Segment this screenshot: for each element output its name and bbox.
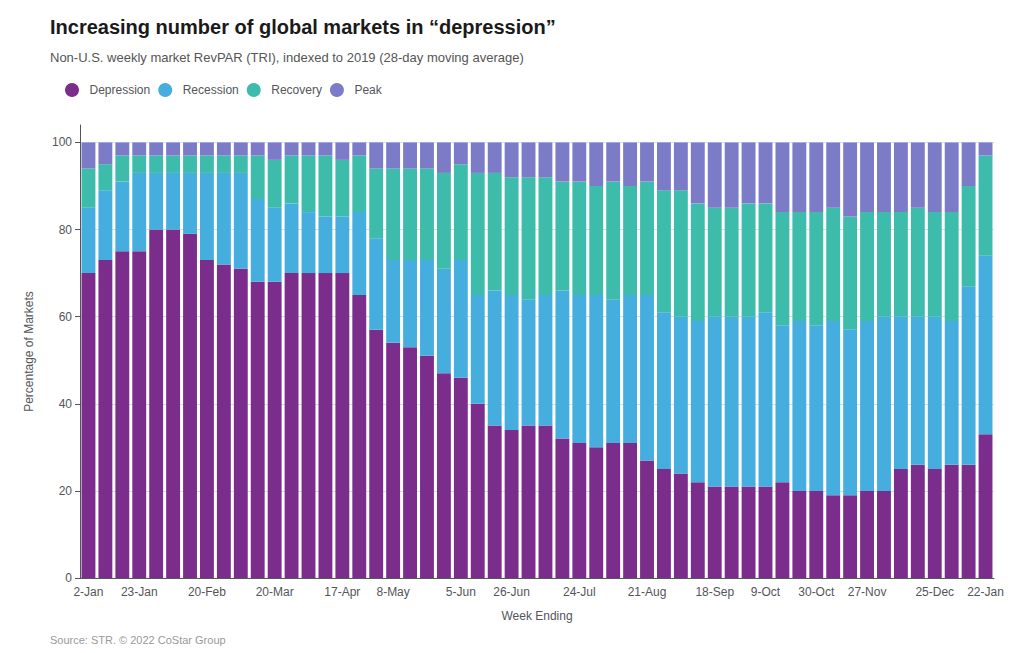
svg-text:20-Mar: 20-Mar bbox=[256, 585, 294, 599]
svg-text:18-Sep: 18-Sep bbox=[695, 585, 734, 599]
svg-text:22-Jan: 22-Jan bbox=[967, 585, 1004, 599]
svg-text:Depression: Depression bbox=[90, 83, 151, 97]
svg-text:Non-U.S. weekly market RevPAR: Non-U.S. weekly market RevPAR (TRI), ind… bbox=[50, 50, 524, 65]
svg-text:80: 80 bbox=[59, 223, 73, 237]
svg-text:24-Jul: 24-Jul bbox=[563, 585, 596, 599]
svg-text:Recovery: Recovery bbox=[271, 83, 322, 97]
svg-text:20: 20 bbox=[59, 484, 73, 498]
svg-text:100: 100 bbox=[52, 135, 72, 149]
svg-text:17-Apr: 17-Apr bbox=[324, 585, 360, 599]
svg-text:Percentage of Markets: Percentage of Markets bbox=[22, 291, 36, 412]
svg-text:21-Aug: 21-Aug bbox=[628, 585, 667, 599]
svg-text:Week Ending: Week Ending bbox=[501, 609, 572, 623]
svg-text:26-Jun: 26-Jun bbox=[493, 585, 530, 599]
svg-text:25-Dec: 25-Dec bbox=[915, 585, 954, 599]
svg-text:Increasing number of global ma: Increasing number of global markets in “… bbox=[50, 16, 556, 38]
svg-text:23-Jan: 23-Jan bbox=[121, 585, 158, 599]
svg-text:9-Oct: 9-Oct bbox=[751, 585, 781, 599]
svg-text:27-Nov: 27-Nov bbox=[848, 585, 887, 599]
svg-text:Peak: Peak bbox=[354, 83, 382, 97]
svg-text:2-Jan: 2-Jan bbox=[73, 585, 103, 599]
svg-text:Source: STR. © 2022 CoStar Gro: Source: STR. © 2022 CoStar Group bbox=[50, 634, 226, 646]
svg-text:5-Jun: 5-Jun bbox=[446, 585, 476, 599]
svg-text:8-May: 8-May bbox=[376, 585, 409, 599]
svg-text:60: 60 bbox=[59, 310, 73, 324]
svg-text:Recession: Recession bbox=[183, 83, 239, 97]
svg-text:30-Oct: 30-Oct bbox=[798, 585, 835, 599]
svg-text:20-Feb: 20-Feb bbox=[188, 585, 226, 599]
svg-text:40: 40 bbox=[59, 397, 73, 411]
svg-text:0: 0 bbox=[65, 571, 72, 585]
